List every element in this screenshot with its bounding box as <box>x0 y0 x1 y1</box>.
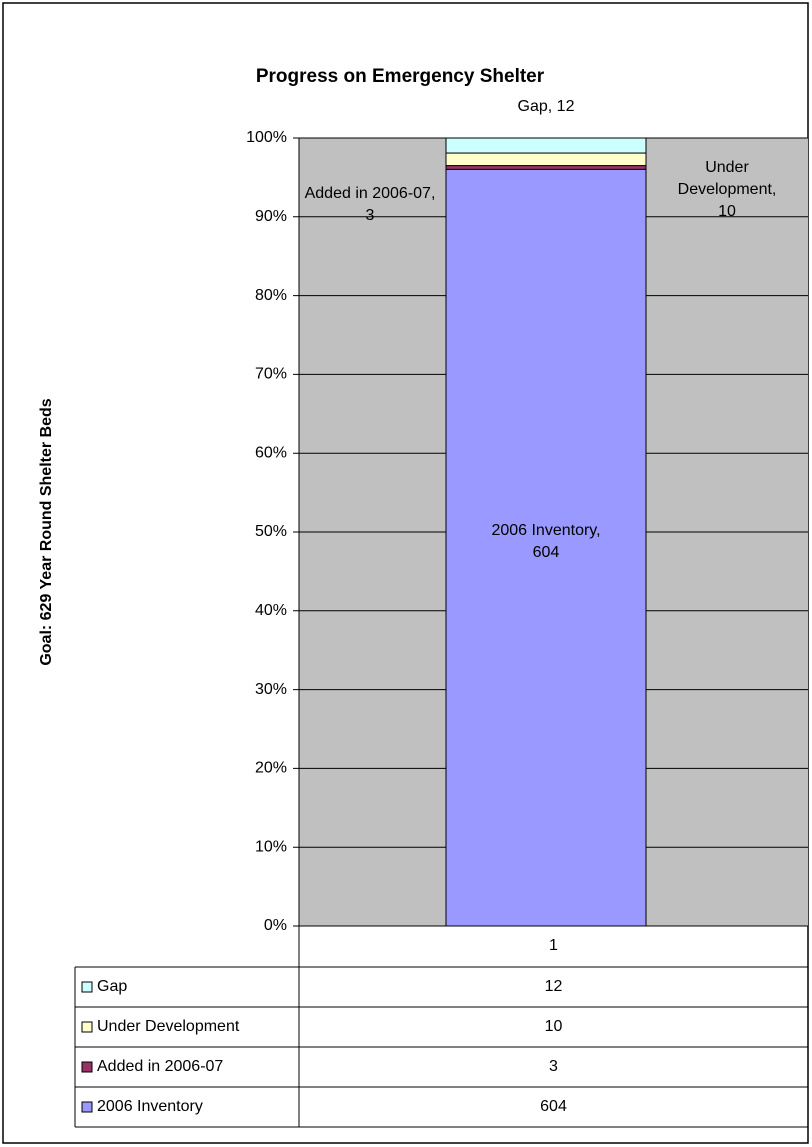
table-value: 12 <box>545 978 563 995</box>
chart-title: Progress on Emergency Shelter <box>256 66 545 87</box>
table-value: 3 <box>549 1058 558 1075</box>
bar-segment <box>445 165 647 170</box>
data-label: 2006 Inventory, 604 <box>491 522 601 561</box>
table-value: 604 <box>540 1098 567 1115</box>
y-tick-label: 10% <box>255 838 287 855</box>
y-tick-label: 100% <box>246 129 287 146</box>
y-tick-label: 90% <box>255 208 287 225</box>
data-label: Added in 2006-07, 3 <box>304 185 436 224</box>
y-tick-label: 50% <box>255 523 287 540</box>
y-tick-label: 60% <box>255 444 287 461</box>
y-tick-label: 0% <box>264 917 287 934</box>
y-tick-label: 30% <box>255 681 287 698</box>
bar-segment <box>445 152 647 167</box>
category-label: 1 <box>549 937 558 954</box>
legend-swatch <box>81 1101 93 1113</box>
bar-segment <box>445 137 647 154</box>
data-label: Under Development, 10 <box>677 159 777 220</box>
legend-label: Gap <box>97 978 127 995</box>
legend-swatch <box>81 1021 93 1033</box>
y-tick-label: 80% <box>255 287 287 304</box>
y-tick-label: 40% <box>255 602 287 619</box>
legend-swatch <box>81 981 93 993</box>
y-axis-label: Goal: 629 Year Round Shelter Beds <box>38 398 55 665</box>
legend-swatch <box>81 1061 93 1073</box>
legend-label: Under Development <box>97 1018 240 1035</box>
y-tick-label: 70% <box>255 366 287 383</box>
table-value: 10 <box>545 1018 563 1035</box>
y-tick-label: 20% <box>255 760 287 777</box>
legend-label: 2006 Inventory <box>97 1098 203 1115</box>
data-label: Gap, 12 <box>517 98 575 115</box>
legend-label: Added in 2006-07 <box>97 1058 223 1075</box>
